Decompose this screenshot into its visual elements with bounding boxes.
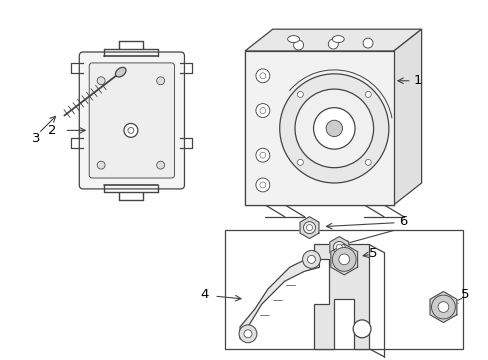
Bar: [244, 51, 393, 205]
Circle shape: [97, 161, 105, 169]
FancyBboxPatch shape: [89, 63, 174, 178]
Text: 2: 2: [48, 124, 56, 137]
Circle shape: [293, 40, 303, 50]
Polygon shape: [300, 217, 318, 239]
Bar: [224, 230, 462, 349]
Ellipse shape: [287, 36, 299, 42]
Circle shape: [259, 73, 265, 79]
Polygon shape: [244, 29, 421, 51]
Polygon shape: [240, 257, 319, 339]
Circle shape: [259, 152, 265, 158]
Polygon shape: [314, 244, 368, 349]
Polygon shape: [329, 237, 348, 258]
Circle shape: [333, 242, 345, 253]
Text: 6: 6: [398, 215, 407, 228]
Circle shape: [437, 302, 448, 312]
Circle shape: [365, 159, 370, 165]
Text: 4: 4: [200, 288, 208, 301]
Circle shape: [306, 225, 312, 231]
Circle shape: [156, 77, 164, 85]
Circle shape: [338, 254, 349, 265]
Circle shape: [294, 89, 373, 168]
Circle shape: [239, 325, 256, 343]
Circle shape: [303, 222, 315, 234]
Circle shape: [255, 104, 269, 117]
Circle shape: [123, 123, 138, 137]
Circle shape: [325, 120, 342, 136]
FancyBboxPatch shape: [79, 52, 184, 189]
Circle shape: [335, 251, 352, 268]
Text: 3: 3: [32, 132, 40, 145]
Circle shape: [327, 39, 338, 49]
Circle shape: [362, 38, 372, 48]
Circle shape: [313, 108, 354, 149]
Circle shape: [297, 159, 303, 165]
Circle shape: [259, 108, 265, 113]
Circle shape: [97, 77, 105, 85]
Text: 1: 1: [413, 74, 421, 87]
Circle shape: [302, 251, 320, 268]
Bar: [244, 51, 393, 205]
Circle shape: [279, 74, 388, 183]
Circle shape: [352, 320, 370, 338]
Circle shape: [431, 295, 454, 319]
Circle shape: [365, 91, 370, 98]
Circle shape: [255, 148, 269, 162]
Ellipse shape: [332, 36, 344, 42]
Circle shape: [307, 255, 315, 264]
Circle shape: [244, 330, 251, 338]
Circle shape: [332, 247, 355, 271]
Polygon shape: [429, 292, 456, 323]
Polygon shape: [393, 29, 421, 205]
Text: 5: 5: [460, 288, 469, 301]
Circle shape: [297, 91, 303, 98]
Ellipse shape: [115, 67, 126, 77]
Circle shape: [255, 69, 269, 83]
Polygon shape: [330, 244, 357, 275]
Text: 5: 5: [368, 247, 377, 260]
Circle shape: [128, 127, 134, 133]
Circle shape: [259, 182, 265, 188]
Circle shape: [156, 161, 164, 169]
Circle shape: [336, 244, 342, 251]
Circle shape: [255, 178, 269, 192]
